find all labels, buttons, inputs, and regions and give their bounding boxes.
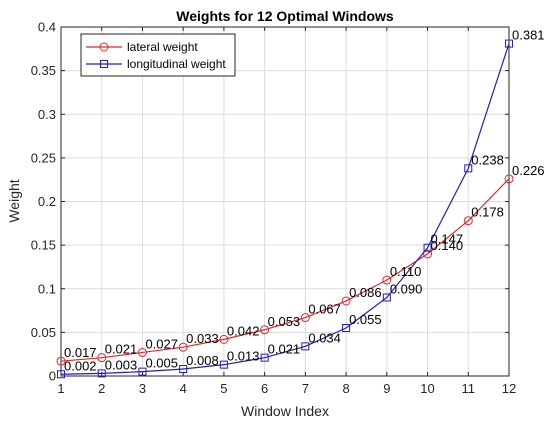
x-tick-label: 10 bbox=[420, 381, 434, 396]
x-tick-label: 2 bbox=[98, 381, 105, 396]
legend-marker-square bbox=[100, 60, 108, 68]
data-point-circle bbox=[300, 313, 310, 323]
series-longitudinal-weight bbox=[57, 39, 513, 379]
x-tick-label: 6 bbox=[261, 381, 268, 396]
x-tick-label: 7 bbox=[302, 381, 309, 396]
data-point-square bbox=[138, 367, 147, 376]
legend-entry: longitudinal weight bbox=[86, 57, 226, 71]
y-axis-label: Weight bbox=[6, 179, 22, 222]
series-line bbox=[60, 43, 510, 375]
legend-box bbox=[80, 33, 236, 77]
data-point-circle bbox=[260, 325, 270, 335]
y-tick-label: 0.1 bbox=[38, 281, 56, 296]
data-point-circle bbox=[382, 275, 392, 285]
data-label: 0.226 bbox=[512, 163, 545, 178]
data-point-circle bbox=[341, 296, 351, 306]
data-point-square bbox=[382, 293, 391, 302]
series-lateral-weight bbox=[56, 174, 514, 366]
x-tick-label: 4 bbox=[180, 381, 187, 396]
data-label: 0.033 bbox=[186, 331, 219, 346]
y-tick-label: 0.2 bbox=[38, 194, 56, 209]
x-tick-label: 12 bbox=[502, 381, 516, 396]
data-label: 0.178 bbox=[471, 205, 504, 220]
y-tick-label: 0.05 bbox=[31, 325, 56, 340]
data-label: 0.053 bbox=[268, 314, 301, 329]
data-point-square bbox=[57, 370, 65, 379]
data-label: 0.005 bbox=[145, 356, 178, 371]
data-label: 0.008 bbox=[186, 353, 219, 368]
y-tick-label: 0 bbox=[49, 369, 56, 384]
data-point-circle bbox=[219, 334, 229, 344]
legend-entry: lateral weight bbox=[86, 40, 198, 54]
legend-marker-circle bbox=[99, 42, 109, 52]
data-label: 0.381 bbox=[512, 28, 545, 43]
y-tick-label: 0.15 bbox=[31, 238, 56, 253]
data-point-square bbox=[342, 324, 351, 333]
data-point-circle bbox=[137, 347, 147, 357]
data-point-square bbox=[464, 164, 473, 173]
chart-title: Weights for 12 Optimal Windows bbox=[176, 8, 394, 24]
data-point-square bbox=[260, 353, 269, 362]
data-point-square bbox=[301, 342, 310, 351]
x-tick-label: 5 bbox=[220, 381, 227, 396]
data-label: 0.055 bbox=[349, 312, 382, 327]
data-label: 0.067 bbox=[308, 302, 341, 317]
data-label: 0.042 bbox=[227, 323, 260, 338]
y-tick-label: 0.4 bbox=[38, 20, 56, 35]
data-point-square bbox=[219, 360, 228, 369]
y-tick-label: 0.35 bbox=[31, 63, 56, 78]
data-point-square bbox=[505, 39, 513, 48]
data-point-circle bbox=[97, 353, 107, 363]
data-point-circle bbox=[504, 174, 514, 184]
legend-entries: lateral weight longitudinal weight bbox=[86, 40, 226, 71]
data-label: 0.021 bbox=[268, 342, 301, 357]
data-label: 0.017 bbox=[64, 345, 97, 360]
legend-label: lateral weight bbox=[127, 40, 198, 54]
data-label: 0.002 bbox=[64, 358, 97, 373]
x-tick-label: 3 bbox=[139, 381, 146, 396]
data-point-circle bbox=[56, 356, 66, 366]
series-layer bbox=[56, 39, 514, 379]
x-tick-label: 9 bbox=[383, 381, 390, 396]
data-point-square bbox=[179, 365, 188, 374]
data-label: 0.086 bbox=[349, 285, 382, 300]
series-line bbox=[60, 178, 510, 362]
data-label: 0.110 bbox=[390, 264, 422, 279]
data-label: 0.034 bbox=[308, 330, 341, 345]
data-label: 0.238 bbox=[471, 152, 504, 167]
data-label: 0.021 bbox=[105, 342, 138, 357]
x-tick-label: 8 bbox=[342, 381, 349, 396]
data-point-circle bbox=[423, 249, 433, 259]
data-point-square bbox=[97, 369, 106, 378]
x-tick-label: 11 bbox=[462, 381, 476, 396]
data-label: 0.003 bbox=[105, 357, 138, 372]
y-tick-label: 0.3 bbox=[38, 107, 56, 122]
x-axis-label: Window Index bbox=[241, 403, 329, 419]
data-label: 0.013 bbox=[227, 349, 260, 364]
data-label: 0.090 bbox=[390, 281, 423, 296]
x-tick-label: 1 bbox=[57, 381, 64, 396]
data-label: 0.147 bbox=[431, 232, 464, 247]
data-point-circle bbox=[178, 342, 188, 352]
data-point-square bbox=[423, 243, 432, 252]
y-tick-label: 0.25 bbox=[31, 150, 56, 165]
data-label: 0.140 bbox=[431, 238, 464, 253]
data-point-circle bbox=[463, 216, 473, 226]
data-label: 0.027 bbox=[145, 336, 178, 351]
legend-label: longitudinal weight bbox=[127, 57, 226, 71]
data-labels: 0.017 0.021 0.027 0.033 0.042 0.053 0.067 0.086… bbox=[64, 28, 545, 374]
legend: lateral weight longitudinal weight bbox=[80, 33, 236, 77]
